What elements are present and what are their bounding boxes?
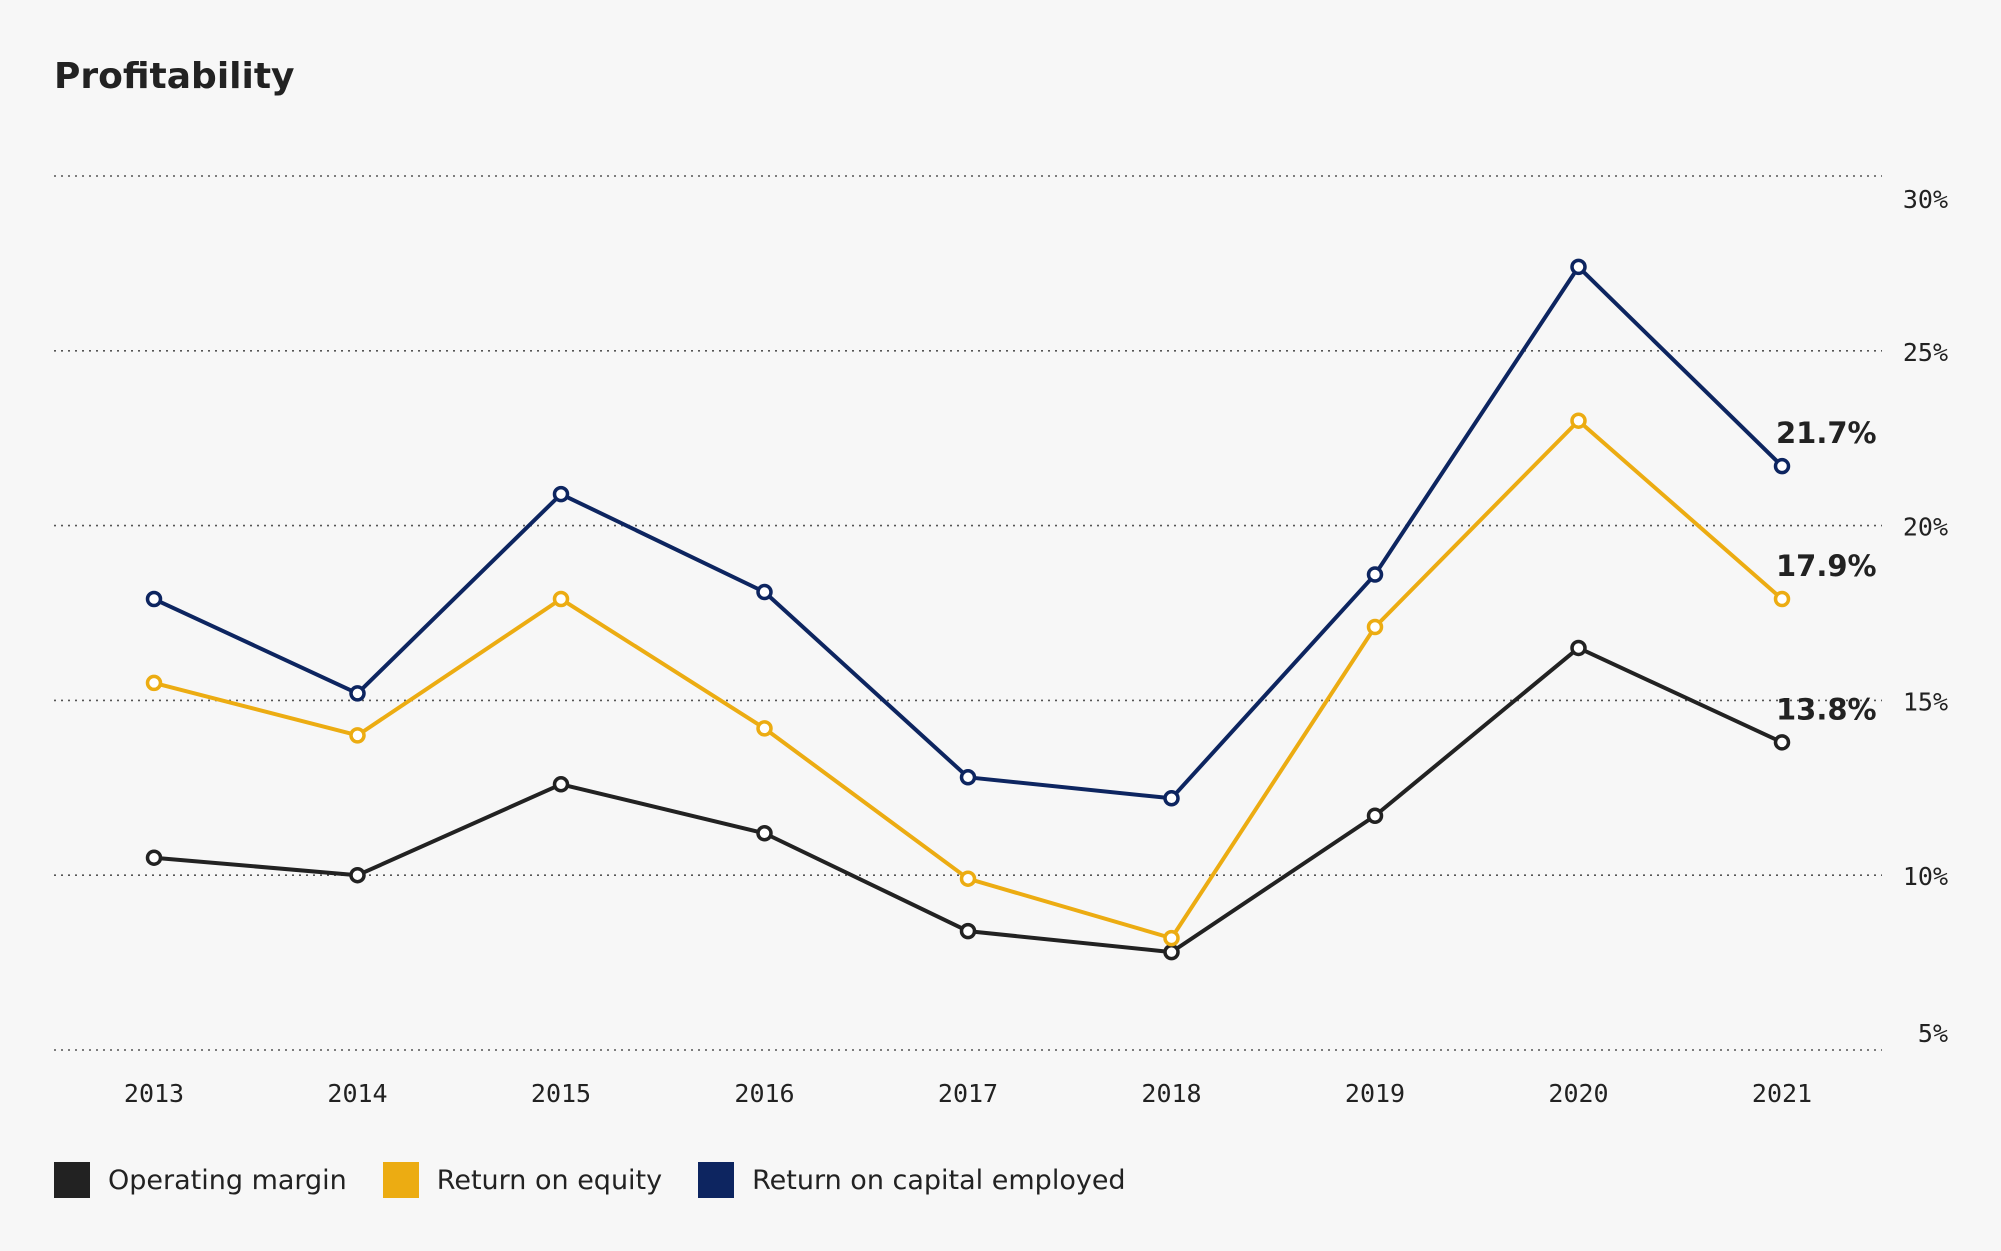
legend-item: Operating margin: [54, 1162, 347, 1198]
chart-title: Profitability: [54, 56, 295, 97]
series-line-2: [152, 264, 1784, 801]
data-point: [1366, 807, 1384, 825]
data-point: [1773, 590, 1791, 608]
data-point: [959, 870, 977, 887]
data-point: [552, 590, 570, 608]
y-tick-label: 5%: [1918, 1019, 1948, 1048]
x-tick-label: 2018: [1141, 1079, 1201, 1108]
data-point: [552, 776, 570, 793]
data-point: [959, 769, 977, 786]
data-point: [1366, 618, 1384, 636]
y-tick-label: 20%: [1903, 513, 1948, 542]
data-point: [1570, 258, 1587, 276]
data-point: [349, 727, 366, 744]
data-point: [552, 485, 570, 503]
data-point: [756, 824, 773, 842]
data-point: [1163, 943, 1180, 961]
legend-swatch: [54, 1162, 90, 1198]
data-point: [1163, 929, 1180, 947]
data-point: [145, 590, 163, 608]
data-point: [349, 866, 366, 884]
x-tick-label: 2015: [531, 1079, 591, 1108]
legend-swatch: [382, 1162, 419, 1198]
x-tick-label: 2021: [1752, 1079, 1812, 1108]
x-tick-label: 2019: [1345, 1079, 1405, 1108]
legend-label: Operating margin: [108, 1164, 347, 1196]
y-tick-label: 15%: [1903, 687, 1948, 716]
gridlines: [54, 175, 1882, 1051]
legend: Operating margin Return on equity Return o…: [54, 1162, 1126, 1198]
data-point: [756, 720, 773, 737]
x-tick-label: 2014: [327, 1079, 387, 1108]
legend-swatch: [698, 1162, 735, 1198]
data-point: [1366, 566, 1384, 583]
data-point: [145, 674, 163, 692]
x-tick-label: 2016: [734, 1079, 794, 1108]
end-labels: 13.8% 17.9% 21.7%: [1776, 416, 1877, 726]
data-point: [1773, 457, 1791, 475]
line-chart: 30%25%20%15%10%5% 2013 2014 2015 2016 2017 20…: [54, 175, 1948, 1108]
series-points: [145, 258, 1791, 961]
data-point: [1163, 790, 1180, 807]
legend-label: Return on capital employed: [752, 1164, 1126, 1196]
end-value-label: 17.9%: [1776, 549, 1877, 583]
series-lines: [152, 264, 1784, 955]
data-point: [1570, 412, 1587, 429]
data-point: [1570, 639, 1587, 657]
x-tick-label: 2020: [1548, 1079, 1608, 1108]
series-line-0: [152, 645, 1784, 955]
x-tick-label: 2013: [124, 1079, 184, 1108]
legend-item: Return on capital employed: [698, 1162, 1126, 1198]
end-value-label: 13.8%: [1776, 692, 1877, 726]
legend-item: Return on equity: [382, 1162, 663, 1198]
y-tick-label: 10%: [1903, 862, 1948, 891]
y-tick-label: 25%: [1903, 338, 1948, 367]
data-point: [756, 583, 773, 601]
data-point: [349, 685, 366, 702]
data-point: [145, 849, 163, 866]
y-axis-ticks: 30% 25% 20% 15% 10% 5%: [1903, 185, 1948, 1048]
y-tick-label: 30%: [1903, 185, 1948, 214]
x-axis-ticks: 2013 2014 2015 2016 2017 2018 2019 2020 2021: [124, 1079, 1812, 1108]
end-value-label: 21.7%: [1776, 416, 1877, 450]
x-tick-label: 2017: [938, 1079, 998, 1108]
legend-label: Return on equity: [436, 1164, 663, 1196]
data-point: [1773, 734, 1791, 751]
data-point: [959, 922, 977, 940]
